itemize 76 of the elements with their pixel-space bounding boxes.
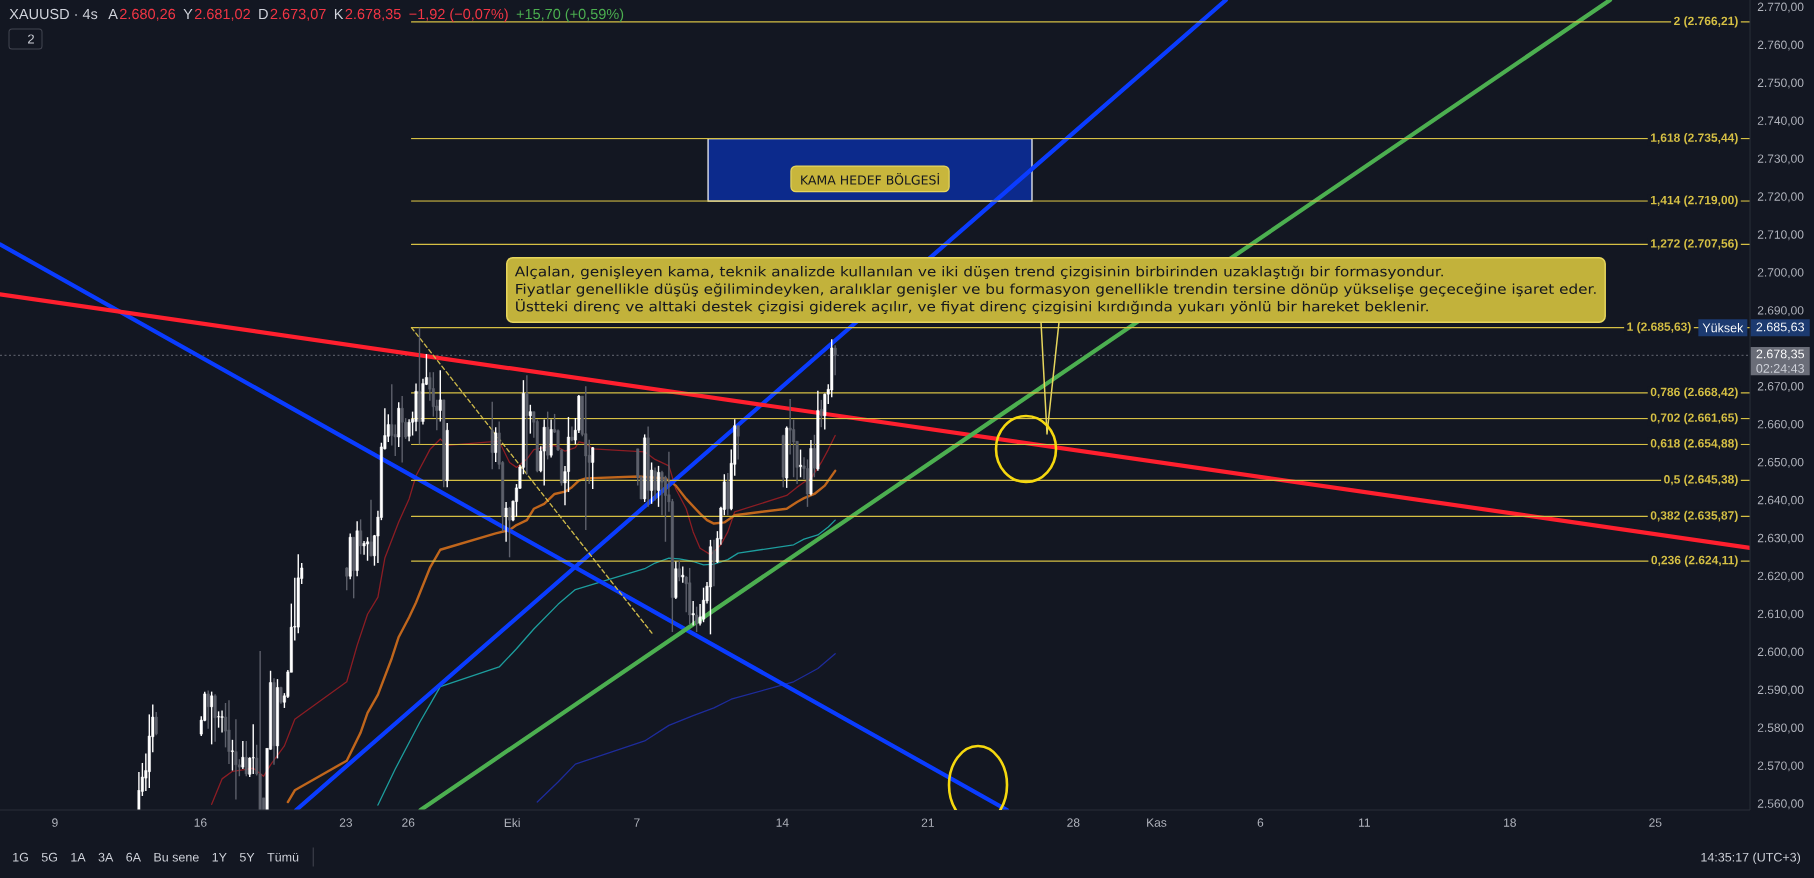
- series-label: 1,618 (2.735,44): [1651, 133, 1738, 145]
- text: 1G: [13, 852, 28, 862]
- text: Bu sene: [154, 852, 199, 862]
- x-tick-label: 9: [52, 818, 58, 827]
- annotation: 2: [28, 34, 34, 44]
- annotation: D: [259, 9, 268, 19]
- text: 1A: [71, 852, 86, 862]
- series-label: 0,236 (2.624,11): [1651, 555, 1738, 567]
- y-tick-label: 2.630,00: [1757, 533, 1804, 544]
- text: 02:24:43: [1756, 364, 1805, 373]
- series-label: 0,702 (2.661,65): [1650, 413, 1738, 425]
- annotation: K: [334, 9, 344, 19]
- y-tick-label: 2.580,00: [1757, 723, 1804, 734]
- y-tick-label: 2.650,00: [1757, 457, 1804, 468]
- series-label: 2 (2.766,21): [1674, 16, 1738, 28]
- annotation: 2.673,07: [270, 8, 326, 21]
- series-label: 0,786 (2.668,42): [1650, 387, 1738, 399]
- x-tick-label: 14: [776, 818, 789, 827]
- ref-line-label: 2.678,35: [1756, 349, 1805, 360]
- series-label: 1,272 (2.707,56): [1651, 238, 1738, 251]
- text: 5Y: [239, 852, 255, 862]
- x-tick-label: 26: [402, 818, 415, 827]
- series-label: 0,618 (2.654,88): [1650, 438, 1738, 450]
- y-tick-label: 2.600,00: [1757, 647, 1804, 658]
- text: 3A: [98, 852, 114, 862]
- y-tick-label: 2.740,00: [1757, 116, 1804, 127]
- x-tick-label: 25: [1649, 818, 1662, 827]
- annotation: Yüksek: [1702, 323, 1744, 333]
- x-tick-label: 28: [1067, 818, 1080, 827]
- y-tick-label: 2.750,00: [1757, 78, 1804, 89]
- y-tick-label: 2.700,00: [1757, 268, 1804, 279]
- y-tick-label: 2.720,00: [1757, 192, 1804, 203]
- x-tick-label: 21: [921, 818, 934, 827]
- x-tick-label: 23: [339, 818, 353, 827]
- x-tick-label: 18: [1504, 818, 1516, 827]
- x-tick-label: Kas: [1147, 818, 1167, 827]
- y-tick-label: 2.690,00: [1757, 306, 1804, 317]
- annotation: A: [108, 9, 118, 19]
- annotation: Fiyatlar genellikle düşüş eğilimindeyken, aralıklar genişler ve bu formasyon genellikle trendin tersine dönüp yükselişe geçeceğine işaret eder.: [516, 283, 1596, 297]
- y-tick-label: 2.640,00: [1757, 495, 1804, 506]
- x-tick-label: 11: [1359, 818, 1370, 827]
- y-tick-label: 2.560,00: [1757, 799, 1804, 810]
- series-label: 1 (2.685,63): [1627, 322, 1691, 334]
- text: 2.685,63: [1756, 322, 1805, 333]
- annotation: −1,92 (−0,07%): [409, 8, 508, 22]
- text: 1Y: [212, 852, 227, 862]
- y-tick-label: 2.610,00: [1757, 609, 1804, 620]
- annotation: +15,70 (+0,59%): [516, 8, 624, 22]
- annotation: Y: [183, 9, 193, 19]
- chart-title: XAUUSD · 4s: [9, 8, 98, 20]
- y-tick-label: 2.590,00: [1757, 685, 1804, 696]
- y-tick-label: 2.660,00: [1757, 419, 1804, 430]
- annotation: Üstteki direnç ve alttaki destek çizgisi giderek açılır, ve fiyat direnç çizgisini kırdığında yukarı yönlü bir hareket beklenir.: [516, 299, 1428, 315]
- band-label: KAMA HEDEF BÖLGESİ: [801, 173, 939, 185]
- annotation: 2.681,02: [194, 8, 250, 21]
- x-tick-label: 7: [634, 818, 640, 827]
- annotation: Alçalan, genişleyen kama, teknik analizde kullanılan ve iki düşen trend çizgisinin birbirinden uzaklaştığı bir formasyondur.: [514, 265, 1443, 280]
- x-tick-label: 16: [194, 818, 207, 827]
- text: 14:35:17 (UTC+3): [1701, 852, 1801, 865]
- series-label: 0,5 (2.645,38): [1664, 474, 1738, 486]
- text: Tümü: [267, 852, 299, 862]
- y-tick-label: 2.730,00: [1757, 154, 1804, 165]
- text: 5G: [41, 852, 58, 862]
- y-tick-label: 2.570,00: [1757, 761, 1804, 772]
- annotation: 2.678,35: [345, 8, 401, 21]
- text: 6A: [126, 852, 141, 862]
- x-tick-label: 6: [1257, 818, 1264, 827]
- y-tick-label: 2.770,00: [1757, 2, 1804, 13]
- y-tick-label: 2.710,00: [1757, 230, 1804, 241]
- x-tick-label: Eki: [504, 818, 520, 827]
- annotation: 2.680,26: [120, 8, 176, 21]
- y-tick-label: 2.760,00: [1757, 40, 1804, 51]
- series-label: 0,382 (2.635,87): [1650, 510, 1738, 523]
- series-label: 1,414 (2.719,00): [1651, 195, 1738, 207]
- y-tick-label: 2.620,00: [1757, 571, 1804, 582]
- y-tick-label: 2.670,00: [1757, 382, 1804, 392]
